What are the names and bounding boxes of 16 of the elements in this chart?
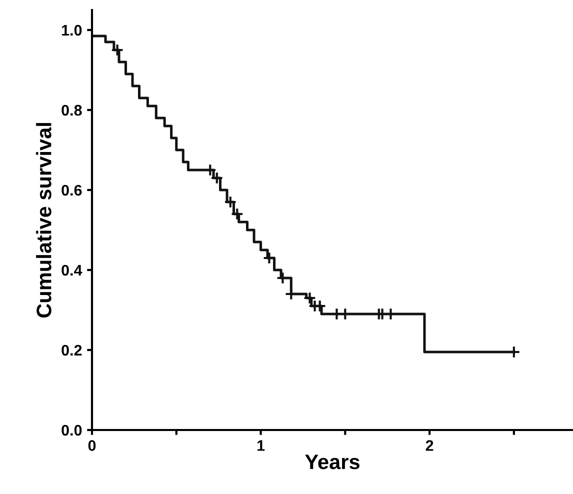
- point: [303, 292, 316, 304]
- x-tick-label: 1: [257, 440, 265, 451]
- point: [110, 44, 124, 56]
- point: [210, 172, 224, 184]
- point: [224, 196, 237, 208]
- y-tick-label: 1.0: [62, 24, 82, 36]
- y-tick-label: 0.0: [62, 424, 82, 436]
- point: [230, 208, 244, 220]
- y-tick-label: 0.6: [62, 184, 82, 196]
- y-tick-label: 0.8: [62, 104, 82, 116]
- x-tick-label: 0: [88, 440, 96, 451]
- y-tick-label: 0.4: [62, 264, 82, 276]
- y-tick-label: 0.2: [62, 344, 82, 356]
- y-axis-title: Cumulative survival: [36, 123, 52, 318]
- x-axis-title: Years: [305, 454, 360, 470]
- x-tick-label: 2: [426, 440, 434, 451]
